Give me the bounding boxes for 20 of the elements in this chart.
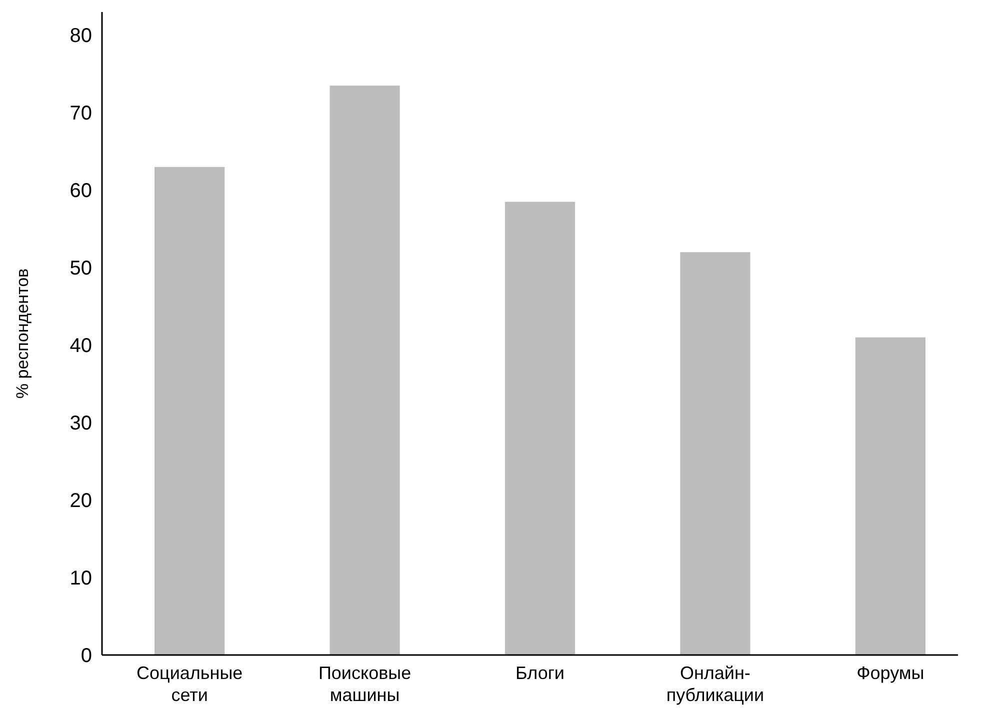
x-tick-label: Онлайн-публикации [666,663,764,705]
x-tick-label: Социальные сети [136,663,243,705]
bar [154,166,225,655]
bar [504,202,576,655]
x-tick-label: Блоги [516,663,564,683]
y-tick-label: 70 [70,102,92,125]
x-tick-label: Форумы [856,663,924,683]
y-tick-label: 10 [70,568,92,590]
y-axis-title: % респондентов [13,268,32,399]
bar [680,252,750,655]
y-tick-label: 20 [70,490,92,512]
x-tick-label: Поисковые машины [318,663,412,705]
y-tick-label: 0 [80,645,92,667]
y-tick-label: 40 [70,335,92,358]
y-tick-label: 50 [70,258,92,280]
bar [855,337,926,655]
y-tick-label: 30 [70,412,92,435]
y-tick-label: 80 [70,25,92,48]
y-tick-label: 60 [70,180,92,202]
bar [330,86,400,655]
